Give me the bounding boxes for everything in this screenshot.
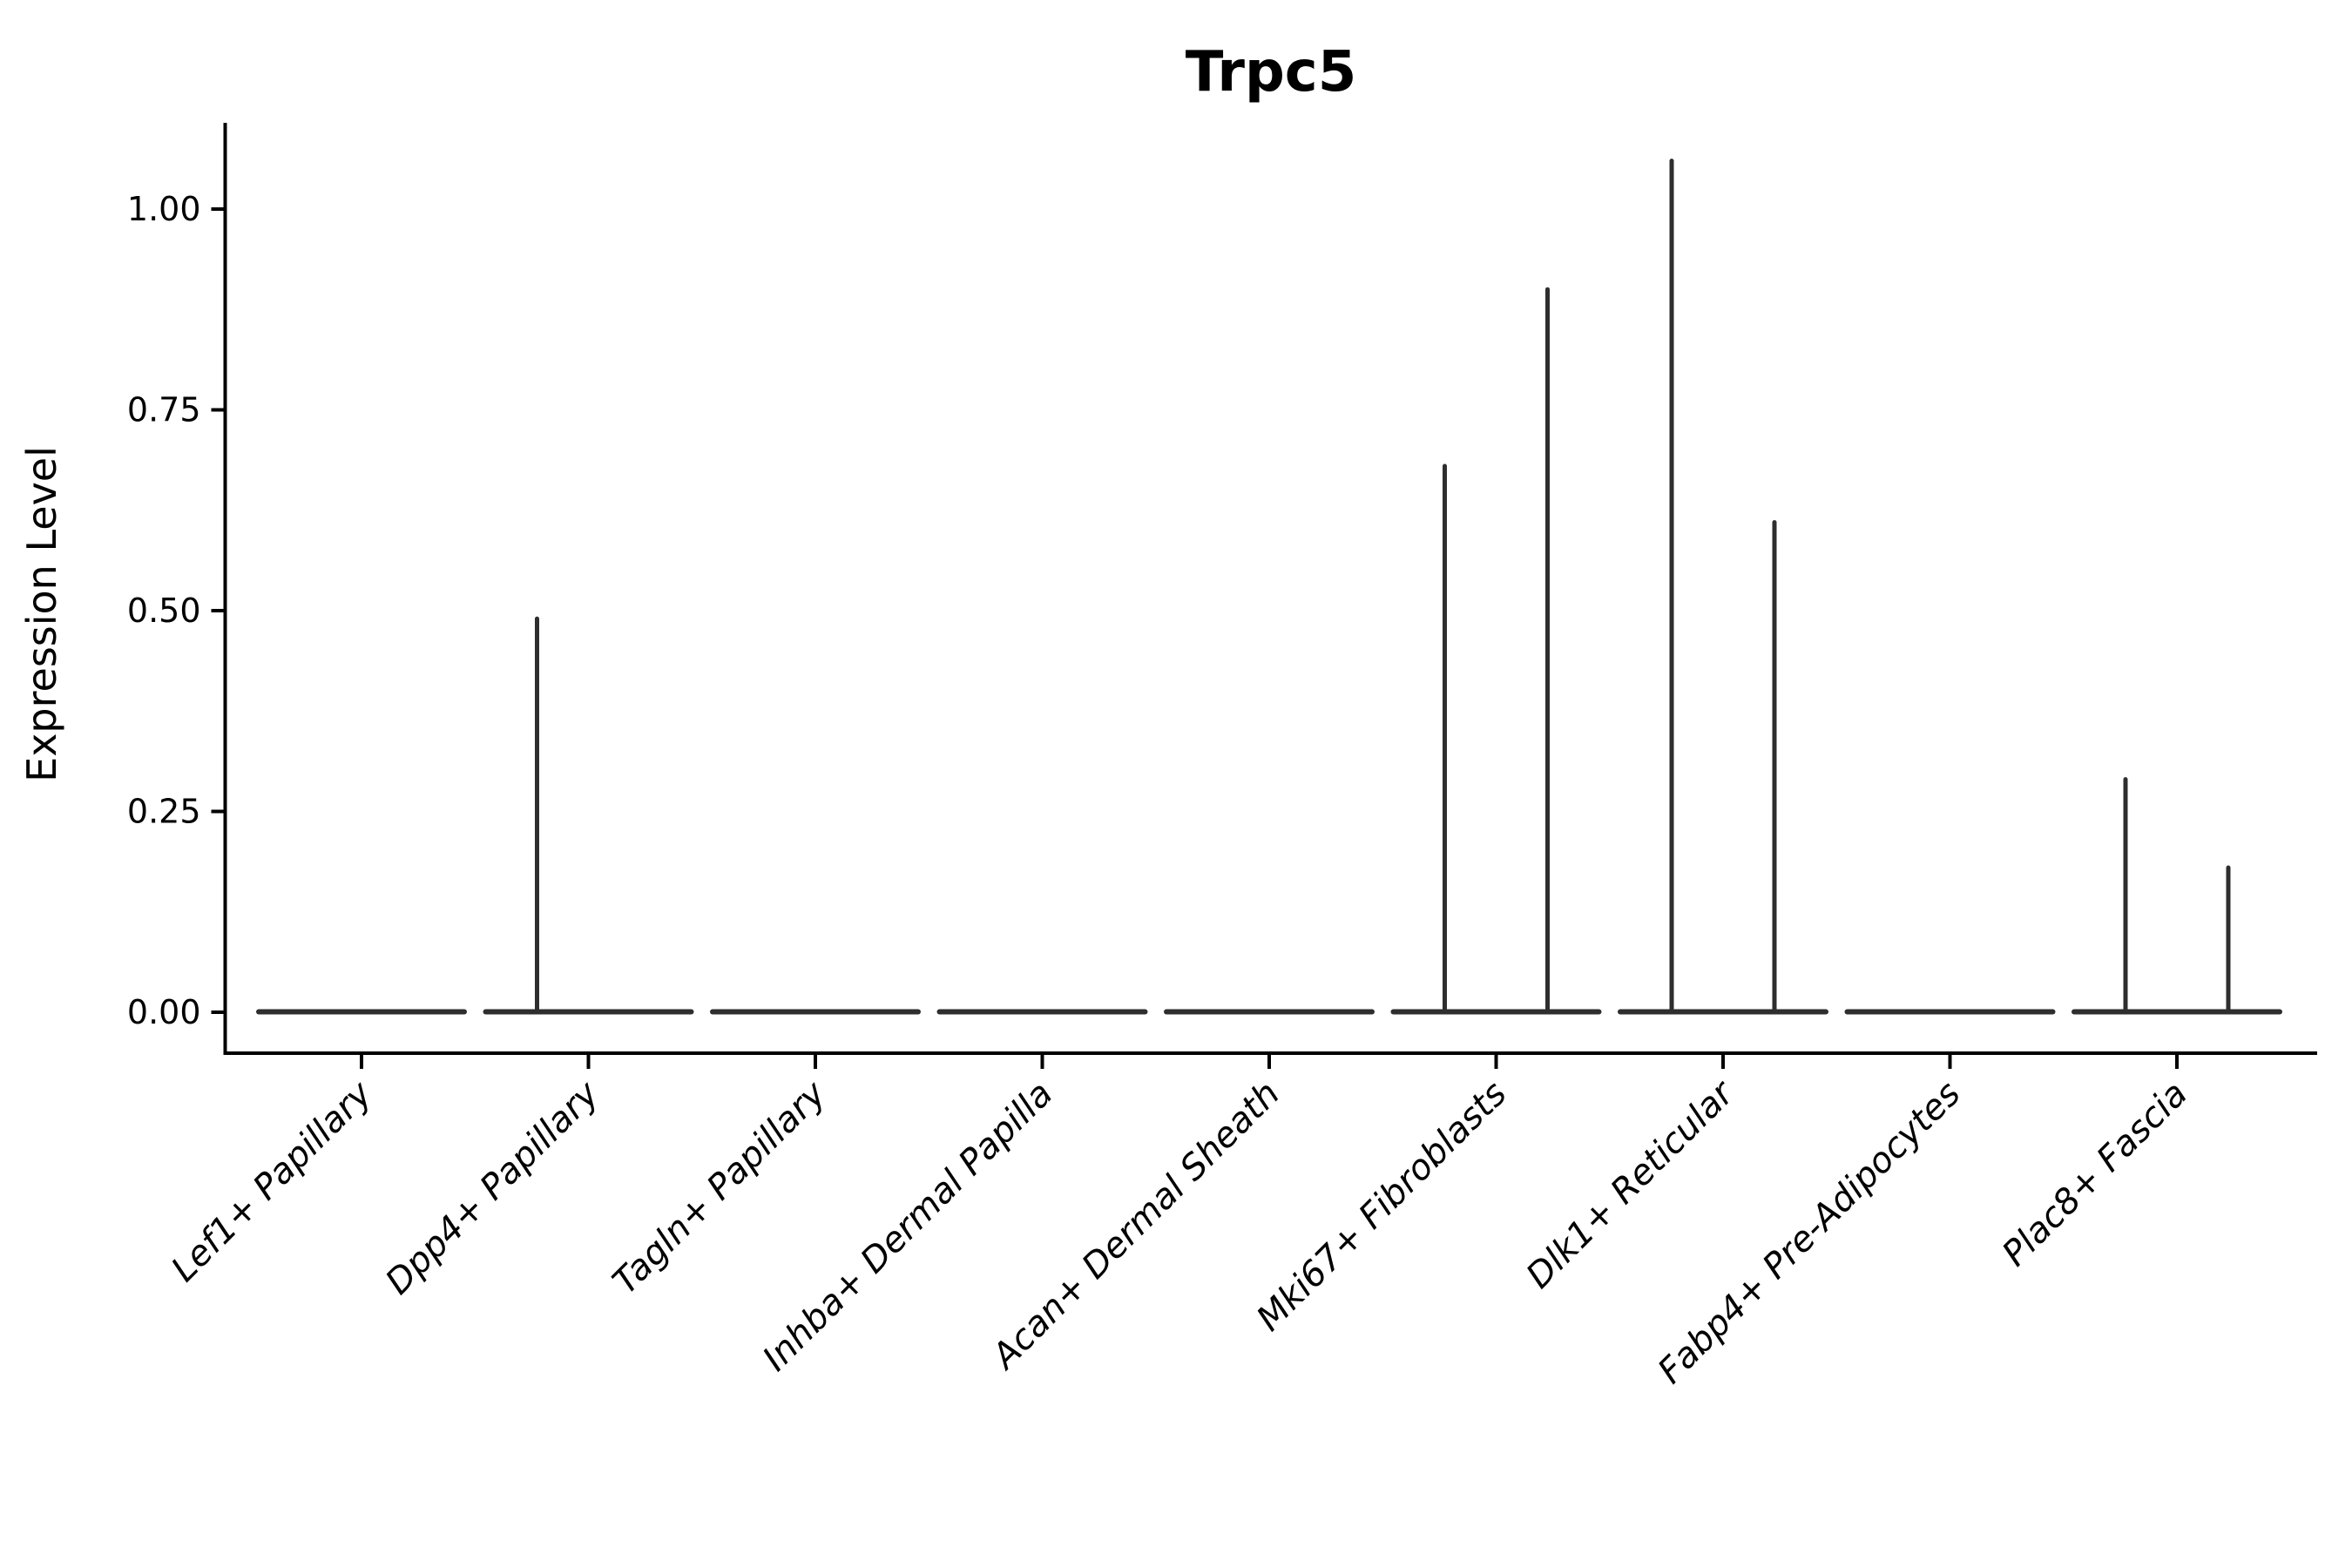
axis-layer (211, 123, 2317, 1069)
x-category-label: Tagln+ Papillary (605, 1073, 835, 1302)
y-tick-label: 0.00 (127, 993, 201, 1031)
y-tick-label: 0.25 (127, 793, 201, 831)
x-category-label: Lef1+ Papillary (164, 1073, 381, 1290)
x-category-label: Dpp4+ Papillary (378, 1073, 607, 1302)
chart-title: Trpc5 (1186, 40, 1356, 105)
y-tick-label: 0.50 (127, 591, 201, 630)
tick-label-layer: 0.00 0.25 0.50 0.75 1.00 Lef1+ PapillaryDpp4+… (127, 190, 2195, 1391)
x-category-label: Dlk1+ Reticular (1519, 1072, 1743, 1296)
x-category-label: Plac8+ Fascia (1995, 1074, 2195, 1274)
y-axis-label: Expression Level (18, 446, 65, 782)
y-tick-label: 1.00 (127, 190, 201, 228)
x-category-label: Mki67+ Fibroblasts (1249, 1074, 1515, 1340)
y-tick-label: 0.75 (127, 391, 201, 429)
violin-layer (256, 159, 2282, 1015)
